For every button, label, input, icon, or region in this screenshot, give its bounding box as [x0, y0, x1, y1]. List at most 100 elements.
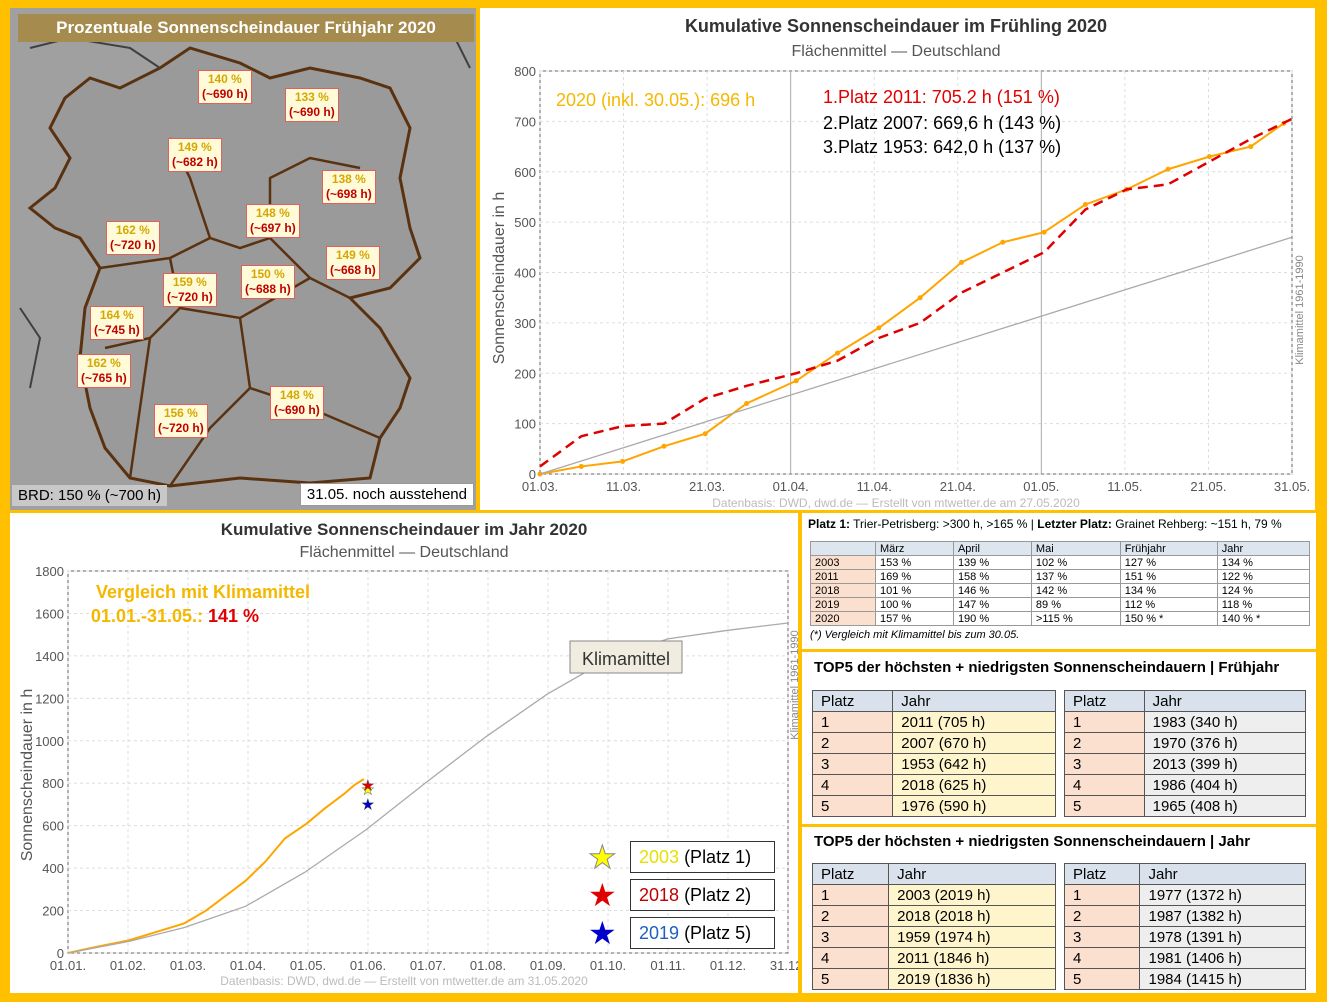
- x-tick-label: 01.05.: [290, 958, 326, 973]
- series-line-Klimamittel-1961-1990: [539, 236, 1293, 475]
- data-point: [793, 378, 799, 384]
- star-marker-2019: ★: [361, 796, 374, 813]
- table-row: 3 2013 (399 h): [1064, 753, 1307, 775]
- x-tick-label: 01.06.: [350, 958, 386, 973]
- monthly-stats-table: März April Mai Frühjahr Jahr 2003 153 % 139 % 1…: [810, 541, 1311, 626]
- series-line-2020: [67, 778, 365, 954]
- table-row: 1 2011 (705 h): [811, 711, 1056, 733]
- y-tick-label: 600: [514, 165, 536, 180]
- region-label: 159 % (~720 h): [163, 273, 217, 307]
- map-title: Prozentuale Sonnenscheindauer Frühjahr 2…: [18, 14, 474, 42]
- annotation-line2: 01.01.-31.05.:: [91, 606, 203, 626]
- stats-panel: Platz 1: Trier-Petrisberg: >300 h, >165 …: [802, 513, 1316, 993]
- table-row: 3 1959 (1974 h): [811, 926, 1056, 948]
- data-point: [917, 295, 923, 301]
- data-point: [1248, 144, 1254, 150]
- table-row: 2 2007 (670 h): [811, 732, 1056, 754]
- table-row: 2020 157 % 190 % >115 % 150 % * 140 % *: [810, 611, 1311, 626]
- x-tick-label: 31.12.: [770, 958, 798, 973]
- y-tick-label: 1600: [35, 606, 64, 621]
- map-panel: Prozentuale Sonnenscheindauer Frühjahr 2…: [10, 8, 476, 510]
- legend-item-2018: 2018 (Platz 2): [630, 879, 775, 911]
- callout-text: Klimamittel: [582, 649, 670, 669]
- table-row: 2 1987 (1382 h): [1063, 905, 1306, 927]
- map-footer-note: 31.05. noch ausstehend: [299, 483, 474, 506]
- x-tick-label: 01.07.: [410, 958, 446, 973]
- table-row: 5 1965 (408 h): [1064, 795, 1307, 817]
- region-label: 162 % (~765 h): [77, 354, 131, 388]
- series-line-Klimamittel-1961-1990: [67, 622, 789, 954]
- x-tick-label: 11.04.: [857, 479, 892, 494]
- data-point: [578, 463, 584, 469]
- legend-item-2003: 2003 (Platz 1): [630, 841, 775, 873]
- region-label: 140 % (~690 h): [198, 70, 252, 104]
- table-row: 1 2003 (2019 h): [811, 884, 1056, 906]
- spring-top5-title: TOP5 der höchsten + niedrigsten Sonnensc…: [814, 659, 1280, 676]
- callout-box: [569, 640, 683, 674]
- y-tick-label: 1200: [35, 691, 64, 706]
- chart-subtitle: Flächenmittel — Deutschland: [300, 544, 509, 561]
- table-row: 4 1986 (404 h): [1064, 774, 1307, 796]
- data-point: [958, 259, 964, 265]
- y-tick-label: 800: [514, 64, 536, 79]
- y-tick-label: 300: [514, 316, 536, 331]
- data-point: [1206, 154, 1212, 160]
- data-point: [834, 350, 840, 356]
- y-tick-label: 400: [514, 266, 536, 281]
- x-tick-label: 01.03.: [170, 958, 206, 973]
- footnote: (*) Vergleich mit Klimamittel bis zum 30…: [810, 629, 1020, 641]
- region-label: 150 % (~688 h): [241, 265, 295, 299]
- region-label: 164 % (~745 h): [90, 306, 144, 340]
- table-row: 4 1981 (1406 h): [1063, 947, 1306, 969]
- table-row: 1 1983 (340 h): [1064, 711, 1307, 733]
- year-top5-low-table: Platz Jahr 1 1977 (1372 h) 2 1987 (1382 h) …: [1063, 863, 1306, 990]
- data-point: [661, 443, 667, 449]
- star-icon-2019: ★: [588, 915, 617, 951]
- x-tick-label: 11.05.: [1107, 479, 1142, 494]
- x-tick-label: 01.12.: [710, 958, 746, 973]
- y-tick-label: 100: [514, 417, 536, 432]
- table-row: 5 2019 (1836 h): [811, 968, 1056, 990]
- x-tick-label: 01.10.: [590, 958, 626, 973]
- x-tick-label: 31.05.: [1274, 479, 1310, 494]
- source-text: Datenbasis: DWD, dwd.de — Erstellt von m…: [220, 974, 588, 988]
- divider: [802, 649, 1316, 652]
- y-tick-label: 0: [57, 946, 64, 961]
- year-chart-panel: Kumulative Sonnenscheindauer im Jahr 202…: [10, 513, 798, 993]
- table-row: 1 1977 (1372 h): [1063, 884, 1306, 906]
- x-tick-label: 11.03.: [606, 479, 641, 494]
- region-label: 148 % (~697 h): [246, 204, 300, 238]
- y-axis-label: Sonnenscheindauer in h: [491, 192, 508, 365]
- data-point: [1000, 239, 1006, 245]
- y-tick-label: 200: [514, 366, 536, 381]
- chart-title: Kumulative Sonnenscheindauer im Frühling…: [685, 16, 1107, 36]
- table-row: 4 2018 (625 h): [811, 774, 1056, 796]
- table-row: 5 1976 (590 h): [811, 795, 1056, 817]
- annotation-second: 2.Platz 2007: 669,6 h (143 %): [823, 113, 1061, 133]
- data-point: [876, 325, 882, 331]
- chart-subtitle: Flächenmittel — Deutschland: [792, 43, 1001, 60]
- x-tick-label: 01.05.: [1023, 479, 1059, 494]
- spring-chart: Kumulative Sonnenscheindauer im Frühling…: [491, 16, 1310, 510]
- data-point: [1082, 201, 1088, 207]
- data-point: [1041, 229, 1047, 235]
- region-label: 156 % (~720 h): [154, 404, 208, 438]
- side-label: Klimamittel 1961-1990: [1294, 255, 1306, 364]
- source-text: Datenbasis: DWD, dwd.de — Erstellt von m…: [712, 496, 1080, 510]
- x-tick-label: 01.09.: [530, 958, 566, 973]
- x-tick-label: 21.03.: [689, 479, 725, 494]
- year-top5-title: TOP5 der höchsten + niedrigsten Sonnensc…: [814, 833, 1251, 850]
- y-tick-label: 1000: [35, 734, 64, 749]
- table-row: 3 1953 (642 h): [811, 753, 1056, 775]
- y-tick-label: 0: [529, 467, 536, 482]
- star-icon-2003: ★: [588, 839, 618, 875]
- legend-item-2019: 2019 (Platz 5): [630, 917, 775, 949]
- y-tick-label: 700: [514, 114, 536, 129]
- data-point: [620, 458, 626, 464]
- y-tick-label: 600: [42, 819, 64, 834]
- star-icon-2018: ★: [588, 877, 617, 913]
- divider: [802, 824, 1316, 827]
- annotation-third: 3.Platz 1953: 642,0 h (137 %): [823, 137, 1061, 157]
